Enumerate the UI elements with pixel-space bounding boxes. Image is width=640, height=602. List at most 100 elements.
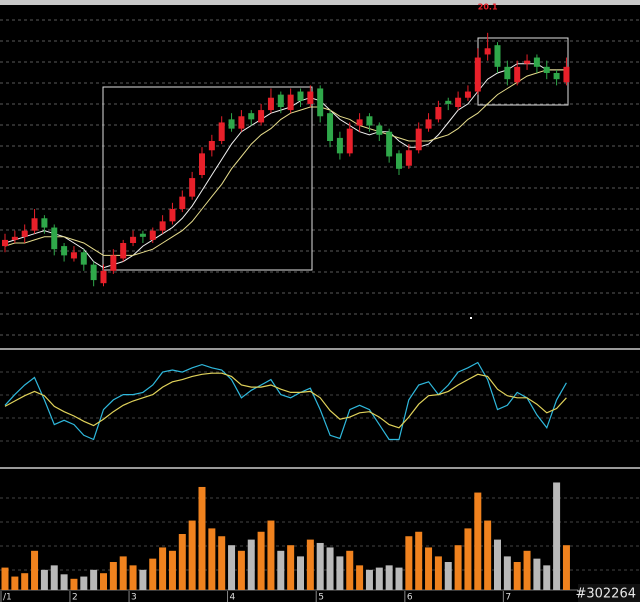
volume-bar [346,550,354,590]
volume-bar [80,576,88,590]
volume-bar [60,574,68,590]
candle-body [494,45,501,67]
candle-body [51,227,58,250]
x-tick-label: 7 [505,593,511,602]
volume-bar [237,550,245,590]
candle-body [31,218,38,231]
volume-bar [21,573,29,590]
volume-bar [40,569,48,590]
candle-body [346,128,353,154]
x-tick-label: 4 [230,593,236,602]
candle-body [356,119,363,126]
volume-bar [326,547,334,590]
candle-body [169,209,176,222]
volume-bar [405,536,413,590]
candle-body [287,94,294,111]
candle-body [366,116,373,126]
volume-bar [297,556,304,590]
indicator-line [4,372,567,429]
volume-bar [523,550,531,590]
volume-bar [454,545,462,590]
candle-body [425,119,432,129]
volume-bar [267,520,275,590]
candle-body [120,243,127,259]
candle-body [504,66,511,80]
volume-bar [218,536,226,590]
candle-body [218,122,225,141]
volume-bar [149,558,157,590]
high-label: 20.1 [478,2,498,11]
candle-body [100,270,107,284]
volume-bar [257,531,265,590]
candle-body [228,119,235,129]
candle-body [248,113,255,120]
candle-body [514,66,521,83]
candle-body [41,218,48,228]
candle-body [464,91,471,98]
candle-body [80,252,87,265]
volume-bar [159,547,167,590]
candle-body [11,236,18,240]
x-tick-label: 5 [318,593,324,602]
candle-body [110,255,117,271]
volume-bar [365,569,373,590]
x-tick-label: 3 [131,593,137,602]
candle-body [21,230,28,237]
volume-bar [70,578,78,590]
candle-body [2,239,8,247]
candle-body [435,107,442,120]
candle-body [524,60,531,64]
candle-body [130,236,137,243]
volume-bar [553,482,561,590]
candle-body [199,153,205,175]
candle-body [277,94,284,107]
volume-bar [434,556,442,590]
volume-bar [484,520,492,590]
candle-body [70,252,77,259]
volume-bar [306,539,314,590]
volume-bar [109,562,117,590]
volume-bar [474,492,482,590]
x-tick-label: 6 [407,593,413,602]
volume-bar [188,520,196,590]
volume-bar [533,558,541,590]
candle-body [553,73,560,80]
volume-bar [464,528,472,590]
candle-body [159,221,166,231]
moving-average [4,69,567,256]
candle-body [317,88,324,117]
candle-body [563,66,570,83]
volume-bar [50,565,58,590]
volume-bar [277,550,285,590]
volume-bar [247,539,255,590]
volume-bar [562,545,570,590]
volume-bar [316,542,324,590]
volume-bar [139,569,147,590]
candle-body [376,125,383,135]
x-tick-label: 2 [72,593,78,602]
x-tick-label: /1 [3,593,12,602]
volume-bar [513,562,521,590]
candle-body [405,150,412,166]
marker-dot [470,317,472,319]
candle-body [179,196,186,209]
volume-bar [356,565,364,590]
volume-bar [208,528,216,590]
volume-bar [415,531,423,590]
volume-bar [129,565,137,590]
candle-body [445,100,452,104]
candle-body [415,128,422,151]
volume-bar [90,569,98,590]
volume-bar [168,550,176,590]
indicator-line [4,361,567,441]
volume-bar [31,550,39,590]
candle-body [396,153,402,169]
volume-bar [178,534,186,590]
volume-bar [375,567,383,590]
candle-body [533,57,540,67]
volume-bar [1,567,9,590]
volume-bar [119,556,127,590]
volume-bar [385,565,393,590]
